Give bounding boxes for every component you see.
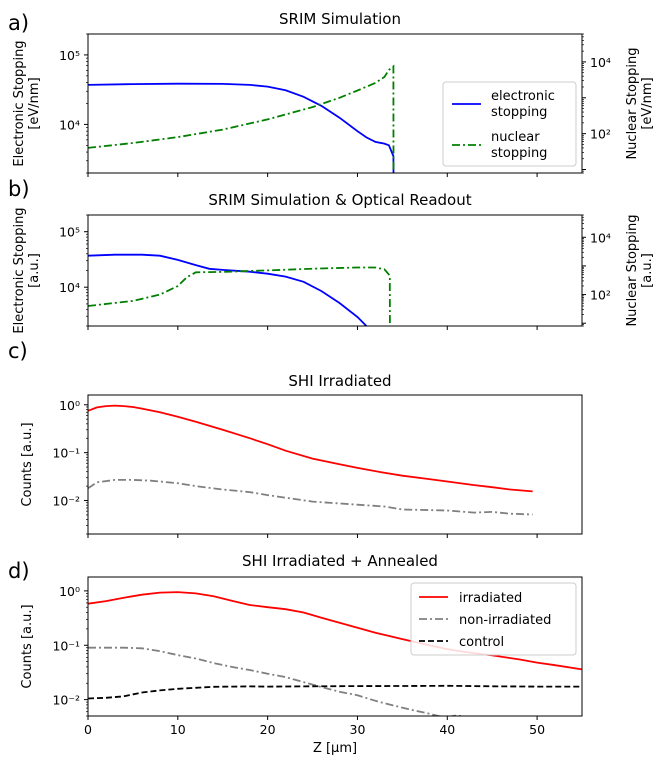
y-tick-label: 10⁰	[59, 584, 80, 599]
panel-label: a)	[8, 11, 29, 35]
y2-tick-label: 10⁴	[590, 230, 611, 245]
y-tick-label: 10⁵	[59, 225, 80, 240]
y-tick-label: 10⁵	[59, 48, 80, 63]
y2-tick-label: 10²	[590, 288, 611, 303]
chart-title: SRIM Simulation & Optical Readout	[208, 191, 471, 209]
legend-entry-label: control	[459, 635, 504, 650]
y-tick-label: 10⁻¹	[52, 638, 80, 653]
panel-b: 10⁴ 10⁵ 10² 10⁴ SRIM Simulation & Optical Re…	[8, 177, 655, 334]
series-line-non-irradiated	[88, 646, 466, 716]
y2-tick-label: 10⁴	[590, 55, 611, 70]
y-axis-label-unit: [eV/nm]	[27, 77, 42, 129]
series-line-irradiated	[88, 404, 533, 493]
x-tick-label: 0	[84, 722, 92, 737]
series-line-non-irradiated	[88, 479, 533, 516]
series-line-control	[88, 684, 582, 700]
legend-entry-label: electronic	[491, 89, 555, 104]
x-tick-label: 50	[529, 722, 545, 737]
x-tick-label: 20	[260, 722, 276, 737]
legend-entry-label: stopping	[491, 105, 547, 120]
y-tick-label: 10⁻²	[52, 494, 80, 509]
y2-axis-label: Nuclear Stopping	[625, 47, 640, 159]
y-axis-label-unit: [a.u.]	[27, 253, 42, 288]
y-axis-label: Electronic Stopping	[12, 40, 27, 166]
y-tick-label: 10⁴	[59, 280, 80, 295]
x-tick-label: 10	[170, 722, 186, 737]
panel-label: b)	[8, 177, 30, 201]
x-axis-label: Z [μm]	[313, 741, 357, 756]
series-line-electronic-stopping	[88, 253, 368, 326]
y2-axis-label-unit: [a.u.]	[640, 253, 655, 288]
y2-axis-label: Nuclear Stopping	[625, 214, 640, 326]
panel-label: d)	[8, 559, 30, 583]
y-axis-label: Counts [a.u.]	[20, 604, 35, 688]
series-line-electronic-stopping	[88, 82, 395, 173]
chart-title: SHI Irradiated + Annealed	[242, 552, 438, 570]
y-axis-label: Electronic Stopping	[12, 207, 27, 333]
panel-c: 10⁻² 10⁻¹ 10⁰ SHI Irradiated c) Counts [a.u.]	[8, 339, 583, 538]
y-tick-label: 10⁻²	[52, 693, 80, 708]
y2-axis-label-unit: [eV/nm]	[640, 77, 655, 129]
axes-frame	[87, 394, 583, 535]
legend: irradiated non-irradiated control	[410, 582, 577, 656]
x-tick-label: 30	[350, 722, 366, 737]
x-tick-label: 40	[439, 722, 455, 737]
y2-tick-label: 10²	[590, 127, 611, 142]
y-tick-label: 10⁴	[59, 117, 80, 132]
legend-entry-label: stopping	[491, 146, 547, 161]
legend-box	[410, 582, 577, 656]
y-axis-label: Counts [a.u.]	[20, 422, 35, 506]
chart-title: SRIM Simulation	[279, 10, 401, 28]
axes-frame	[87, 576, 583, 717]
y-tick-label: 10⁻¹	[52, 446, 80, 461]
series-line-nuclear-stopping	[88, 266, 391, 326]
axes-frame	[87, 214, 583, 327]
legend-box	[442, 81, 577, 167]
series-line-nuclear-stopping	[88, 64, 395, 173]
y-tick-label: 10⁰	[59, 398, 80, 413]
panel-label: c)	[8, 339, 28, 363]
panel-d: 0 10 20 30 40 50 10⁻² 10⁻¹ 10⁰ SHI Irradiated + A…	[8, 552, 583, 756]
legend-entry-label: nuclear	[491, 130, 540, 145]
legend-entry-label: irradiated	[459, 591, 522, 606]
panel-a: 10⁴ 10⁵ 10² 10⁴ SRIM Simulation a) Electronic …	[8, 10, 655, 177]
chart-title: SHI Irradiated	[288, 372, 391, 390]
legend-entry-label: non-irradiated	[459, 613, 551, 628]
